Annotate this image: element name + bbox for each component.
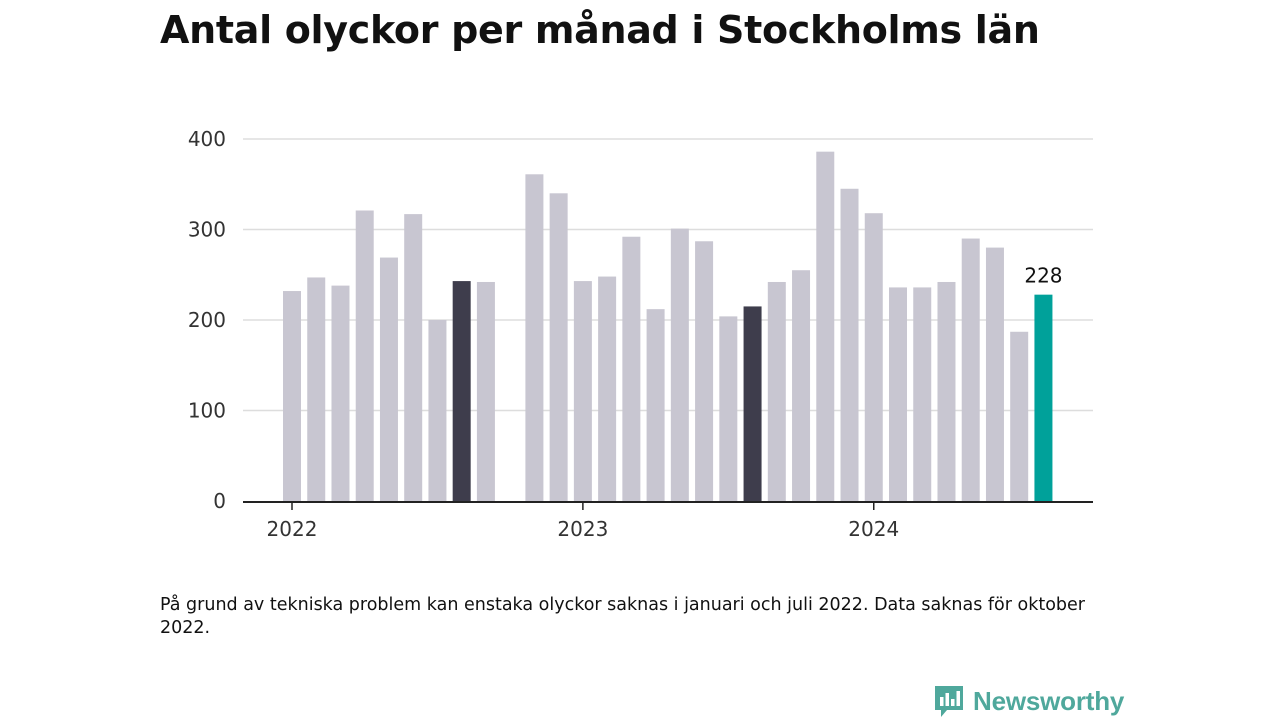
x-tick-label: 2024 bbox=[848, 517, 899, 541]
bar-2022-03 bbox=[331, 285, 350, 501]
newsworthy-logo-icon bbox=[935, 686, 963, 717]
x-axis: 2022 2023 2024 bbox=[243, 501, 1093, 541]
bar-2024-04 bbox=[937, 281, 956, 501]
bar-2023-07 bbox=[719, 316, 738, 501]
bar-2022-06 bbox=[404, 214, 423, 502]
latest-value-label: 228 bbox=[1024, 264, 1062, 288]
bar-2024-02 bbox=[889, 287, 907, 501]
bar-2023-03 bbox=[622, 236, 641, 502]
bar-2023-02 bbox=[598, 276, 617, 501]
y-tick-label: 200 bbox=[188, 308, 226, 332]
x-tick-label: 2022 bbox=[267, 517, 318, 541]
bar-2024-06 bbox=[985, 247, 1004, 501]
bars bbox=[283, 151, 1053, 502]
bar-2022-04 bbox=[355, 210, 374, 501]
bar-2023-10 bbox=[792, 270, 811, 501]
bar-2023-05 bbox=[670, 228, 689, 501]
bar-2023-04 bbox=[646, 309, 665, 501]
y-axis-ticks: 0 100 200 300 400 bbox=[188, 127, 226, 513]
footnote: På grund av tekniska problem kan enstaka… bbox=[160, 595, 1085, 638]
bar-2022-09 bbox=[476, 281, 495, 501]
bar-2023-12 bbox=[840, 188, 859, 501]
brand-logo: Newsworthy bbox=[933, 684, 1124, 718]
bar-2024-01 bbox=[864, 213, 883, 501]
chart-title: Antal olyckor per månad i Stockholms län bbox=[160, 8, 1040, 52]
bar-2023-08 bbox=[743, 306, 762, 501]
y-tick-label: 0 bbox=[213, 489, 226, 513]
data-labels: 228 bbox=[1024, 264, 1062, 288]
y-tick-label: 300 bbox=[188, 218, 226, 242]
bar-2022-01 bbox=[283, 291, 301, 501]
bar-2022-02 bbox=[307, 277, 326, 501]
bar-2023-01 bbox=[573, 281, 592, 501]
bar-2022-05 bbox=[379, 257, 398, 501]
brand-name: Newsworthy bbox=[973, 685, 1125, 716]
bar-2022-11 bbox=[525, 174, 544, 502]
bar-2024-05 bbox=[961, 238, 980, 502]
bar-2024-03 bbox=[913, 287, 932, 501]
bar-2023-11 bbox=[816, 151, 835, 502]
bar-2023-09 bbox=[767, 281, 786, 501]
x-tick-label: 2023 bbox=[557, 517, 608, 541]
bar-2022-08 bbox=[452, 281, 471, 501]
bar-2022-12 bbox=[549, 193, 568, 502]
bar-2024-07 bbox=[1010, 331, 1029, 501]
bar-2022-07 bbox=[428, 320, 447, 501]
bar-2023-06 bbox=[695, 241, 714, 501]
bar-2024-08 bbox=[1034, 294, 1053, 501]
y-tick-label: 400 bbox=[188, 127, 226, 151]
y-tick-label: 100 bbox=[188, 399, 226, 423]
